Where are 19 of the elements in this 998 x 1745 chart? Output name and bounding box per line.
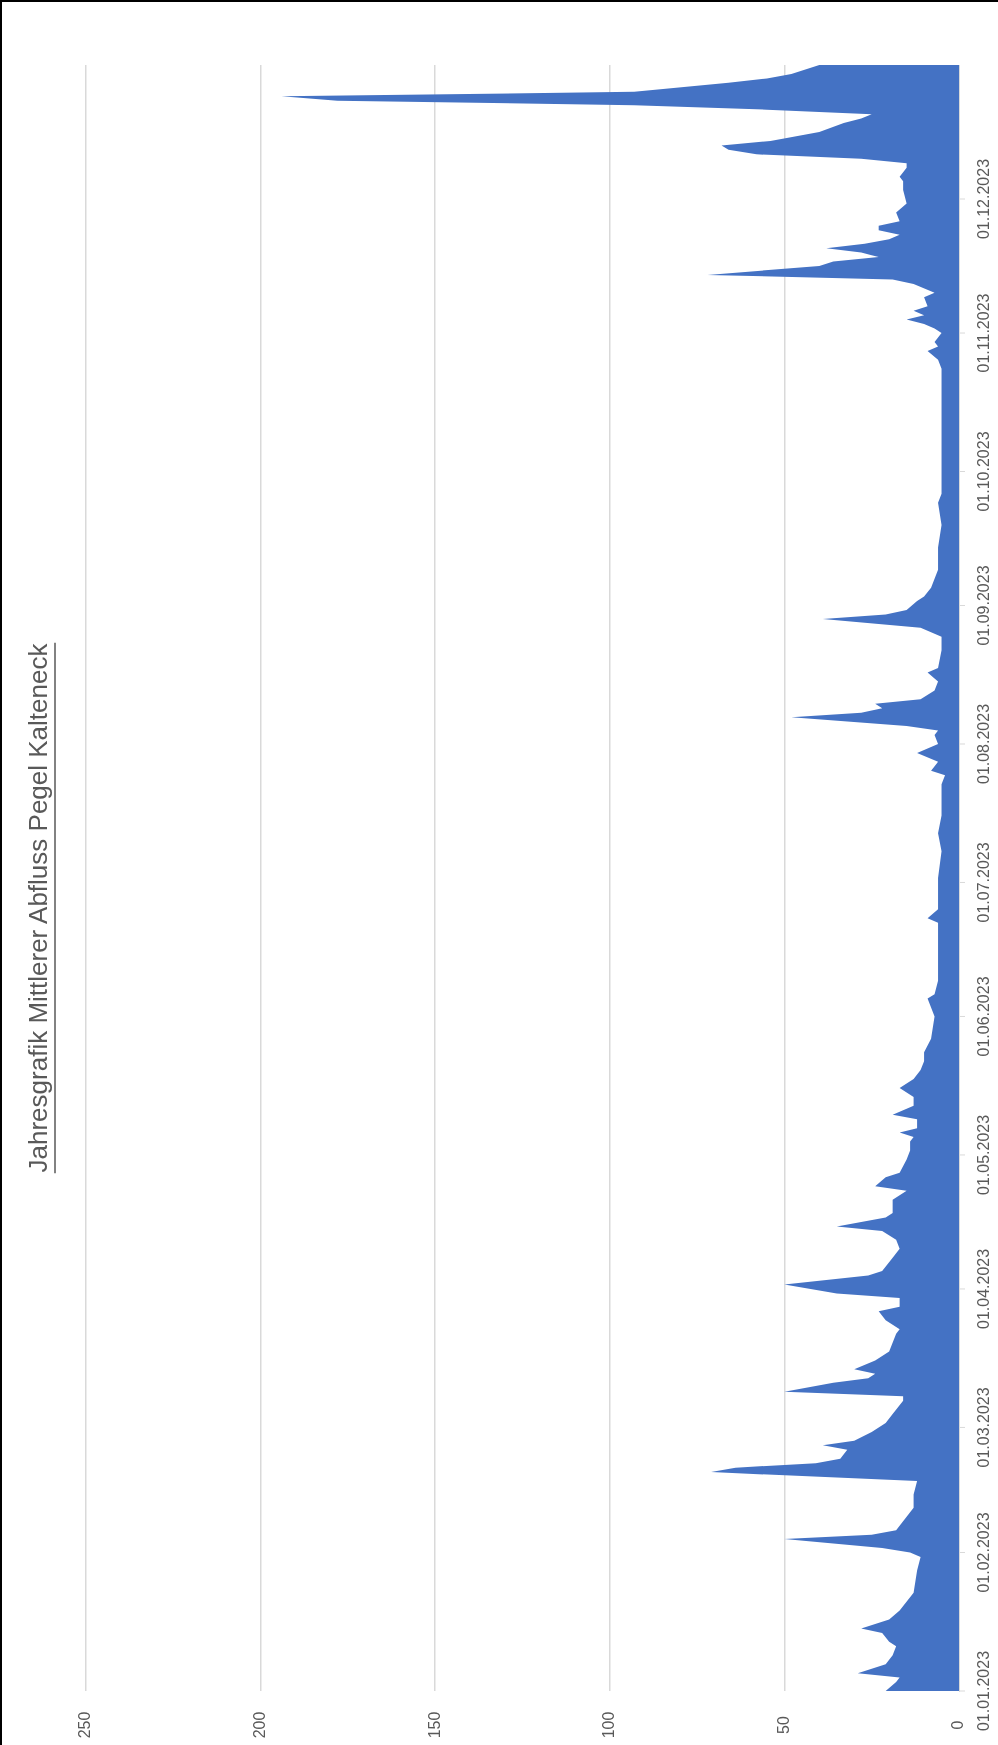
y-tick-label: 01.02.2023 — [975, 1512, 993, 1593]
y-tick-label: 01.01.2023 — [975, 1650, 993, 1732]
x-tick-label: 200 — [251, 1711, 269, 1739]
x-tick-label: 250 — [76, 1711, 94, 1739]
x-tick-label: 50 — [774, 1716, 792, 1734]
y-tick-label: 01.06.2023 — [975, 976, 993, 1057]
y-tick-label: 01.05.2023 — [975, 1114, 993, 1195]
y-tick-label: 01.09.2023 — [975, 565, 993, 646]
y-tick-label: 01.04.2023 — [975, 1248, 993, 1330]
text: Jahresgrafik Mittlerer Abfluss Pegel Kalteneck — [23, 642, 54, 1173]
y-tick-label: 01.07.2023 — [975, 842, 993, 923]
y-tick-label: 01.10.2023 — [975, 431, 993, 512]
y-tick-label: 01.03.2023 — [975, 1387, 993, 1468]
x-tick-label: 0 — [949, 1720, 967, 1730]
y-tick-label: 01.12.2023 — [975, 158, 993, 240]
x-tick-label: 150 — [425, 1711, 443, 1739]
x-tick-label: 100 — [600, 1711, 618, 1739]
y-tick-label: 01.08.2023 — [975, 703, 993, 785]
y-tick-label: 01.11.2023 — [975, 293, 993, 373]
